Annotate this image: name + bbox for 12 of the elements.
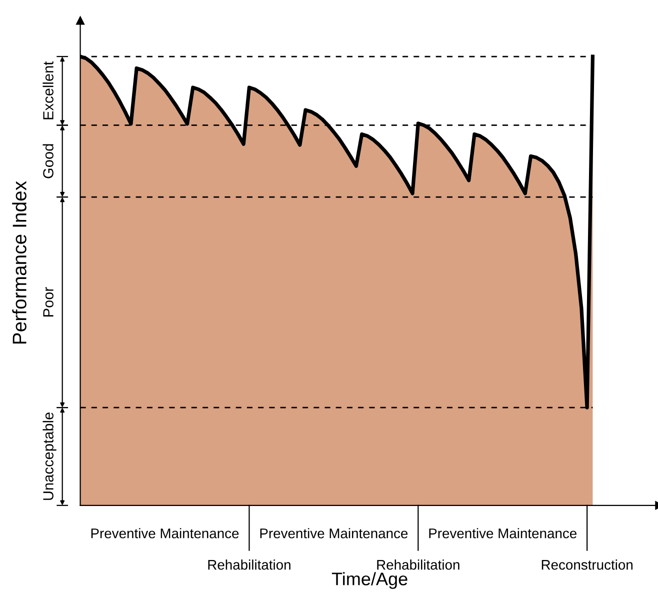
y-axis-title: Performance Index bbox=[12, 181, 26, 344]
text: Good bbox=[42, 144, 54, 178]
x-tick-label: Preventive Maintenance bbox=[260, 528, 408, 538]
x-tick-label: Rehabilitation bbox=[377, 560, 460, 570]
text: Excellent bbox=[42, 61, 54, 120]
x-axis-title: Time/Age bbox=[332, 572, 408, 589]
x-tick-label: Preventive Maintenance bbox=[91, 528, 239, 538]
x-tick-label: Reconstruction bbox=[542, 560, 632, 570]
text: Unacceptable bbox=[42, 412, 56, 500]
text: Poor bbox=[43, 287, 54, 316]
x-tick-label: Rehabilitation bbox=[208, 560, 290, 570]
x-tick-label: Preventive Maintenance bbox=[429, 528, 576, 538]
